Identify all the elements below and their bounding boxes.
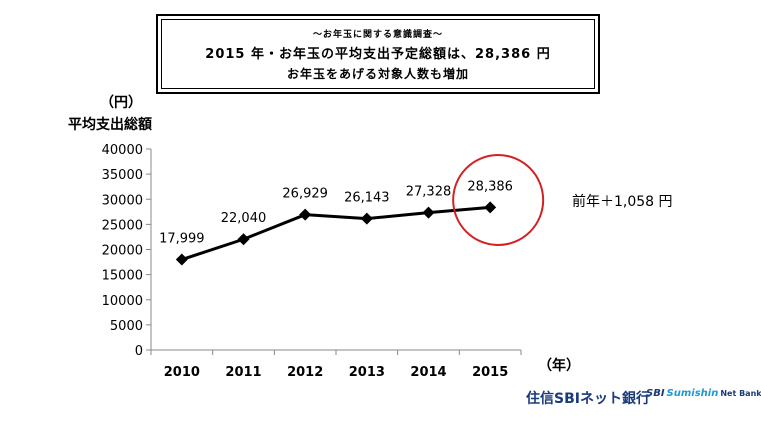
header-title: 2015 年・お年玉の平均支出予定総額は、28,386 円 (205, 46, 551, 62)
x-tick-label: 2012 (287, 365, 323, 380)
change-annotation: 前年＋1,058 円 (572, 194, 673, 210)
data-label: 26,929 (282, 187, 328, 202)
data-point (175, 253, 188, 266)
title-box: ～お年玉に関する意識調査～ 2015 年・お年玉の平均支出予定総額は、28,38… (156, 14, 600, 94)
header-line3: お年玉をあげる対象人数も増加 (286, 66, 469, 81)
x-tick-label: 2010 (164, 365, 200, 380)
x-tick-label: 2013 (349, 365, 385, 380)
x-tick-label: 2015 (472, 365, 508, 380)
data-point (422, 206, 435, 219)
data-point (360, 212, 373, 225)
y-tick-label: 5000 (110, 319, 143, 334)
y-tick-label: 0 (135, 344, 143, 359)
data-point (237, 233, 250, 246)
y-tick-label: 40000 (102, 143, 143, 158)
y-tick-label: 35000 (102, 168, 143, 183)
y-unit-label: （円） (100, 95, 142, 111)
data-point (484, 201, 497, 214)
data-label: 28,386 (467, 179, 513, 194)
brand-logo-net: Net Bank (720, 389, 761, 398)
header-subtitle: ～お年玉に関する意識調査～ (312, 29, 443, 40)
data-label: 27,328 (406, 185, 452, 200)
y-tick-label: 20000 (102, 244, 143, 259)
data-point (299, 208, 312, 221)
title-box-inner: ～お年玉に関する意識調査～ 2015 年・お年玉の平均支出予定総額は、28,38… (161, 19, 595, 89)
x-axis-unit-label: （年） (538, 358, 580, 374)
x-tick-label: 2011 (225, 365, 261, 380)
y-tick-label: 30000 (102, 193, 143, 208)
y-tick-label: 10000 (102, 294, 143, 309)
data-label: 17,999 (159, 232, 205, 247)
y-axis-label: 平均支出総額 (68, 117, 152, 133)
x-tick-label: 2014 (410, 365, 446, 380)
brand-logo: SBI Sumishin Net Bank (646, 388, 761, 399)
y-tick-label: 25000 (102, 218, 143, 233)
brand-logo-sumishin: Sumishin (666, 388, 719, 399)
data-label: 22,040 (221, 211, 267, 226)
series-line (181, 205, 491, 261)
brand-name: 住信SBIネット銀行 (526, 391, 650, 407)
y-tick-label: 15000 (102, 269, 143, 284)
data-label: 26,143 (344, 191, 390, 206)
brand-logo-sbi: SBI (646, 388, 665, 399)
highlight-circle (452, 154, 545, 246)
